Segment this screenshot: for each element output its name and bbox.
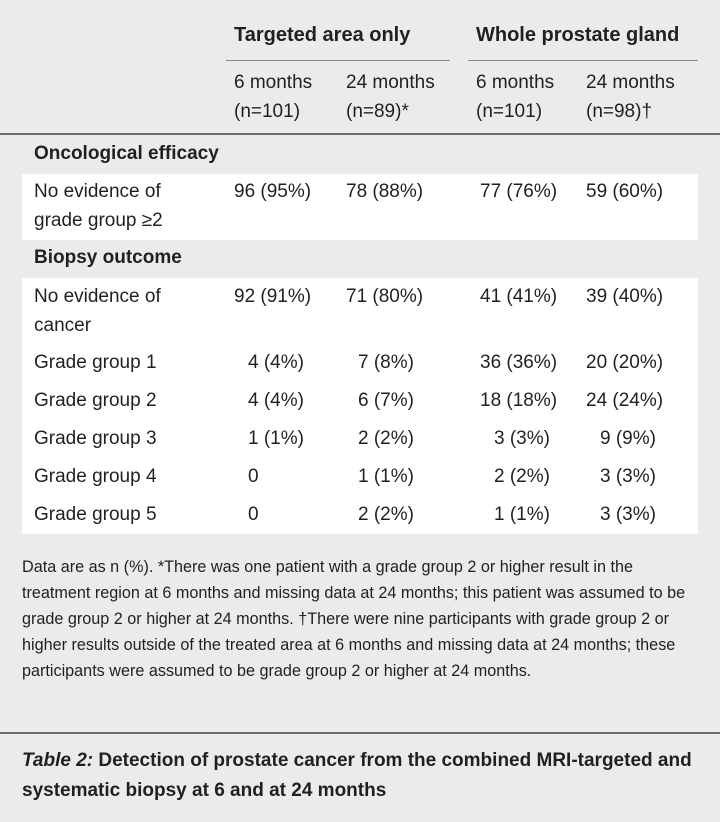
group-rule-whole-gland <box>468 60 698 61</box>
table-cell: 2 (2%) <box>358 504 414 525</box>
column-group-whole-gland: Whole prostate gland <box>476 24 680 46</box>
section-title: Oncological efficacy <box>34 143 219 164</box>
row-label: Grade group 5 <box>34 504 157 525</box>
section-title: Biopsy outcome <box>34 247 182 268</box>
table-cell: 3 (3%) <box>600 466 656 487</box>
caption-text: Detection of prostate cancer from the co… <box>22 750 692 801</box>
caption-label: Table 2: <box>22 750 94 771</box>
table-cell: 59 (60%) <box>586 181 664 202</box>
table-cell: 78 (88%) <box>346 181 424 202</box>
header-rule <box>0 133 720 135</box>
table-cell: 0 <box>248 504 259 525</box>
table-cell: 18 (18%) <box>480 390 558 411</box>
table-caption: Table 2: Detection of prostate cancer fr… <box>22 746 698 806</box>
row-label: Grade group 3 <box>34 428 157 449</box>
row-label: Grade group 4 <box>34 466 157 487</box>
group-rule-targeted <box>226 60 450 61</box>
column-header: 24 months (n=89)* <box>346 72 435 122</box>
table-cell: 36 (36%) <box>480 352 558 373</box>
column-group-targeted: Targeted area only <box>234 24 411 46</box>
table-cell: 20 (20%) <box>586 352 664 373</box>
column-header: 6 months (n=101) <box>234 72 313 122</box>
table-cell: 0 <box>248 466 259 487</box>
table-footnote: Data are as n (%). *There was one patien… <box>22 558 686 680</box>
table-cell: 3 (3%) <box>494 428 550 449</box>
table-cell: 7 (8%) <box>358 352 414 373</box>
row-label: Grade group 2 <box>34 390 157 411</box>
table-cell: 1 (1%) <box>494 504 550 525</box>
caption-rule <box>0 732 720 734</box>
column-header: 24 months (n=98)† <box>586 72 675 122</box>
row-label: No evidence of grade group ≥2 <box>34 181 163 231</box>
table-cell: 1 (1%) <box>248 428 304 449</box>
table-cell: 77 (76%) <box>480 181 558 202</box>
column-header: 6 months (n=101) <box>476 72 555 122</box>
table-cell: 4 (4%) <box>248 352 304 373</box>
table-cell: 2 (2%) <box>358 428 414 449</box>
table-cell: 71 (80%) <box>346 286 424 307</box>
table-cell: 96 (95%) <box>234 181 312 202</box>
table-cell: 6 (7%) <box>358 390 414 411</box>
row-band <box>22 278 698 534</box>
row-label: Grade group 1 <box>34 352 157 373</box>
table-cell: 24 (24%) <box>586 390 664 411</box>
table-cell: 39 (40%) <box>586 286 664 307</box>
table-cell: 4 (4%) <box>248 390 304 411</box>
table-cell: 9 (9%) <box>600 428 656 449</box>
table-cell: 2 (2%) <box>494 466 550 487</box>
table-cell: 41 (41%) <box>480 286 558 307</box>
row-label: No evidence of cancer <box>34 286 161 336</box>
table-cell: 3 (3%) <box>600 504 656 525</box>
table-cell: 92 (91%) <box>234 286 312 307</box>
row-band <box>22 174 698 240</box>
table-cell: 1 (1%) <box>358 466 414 487</box>
